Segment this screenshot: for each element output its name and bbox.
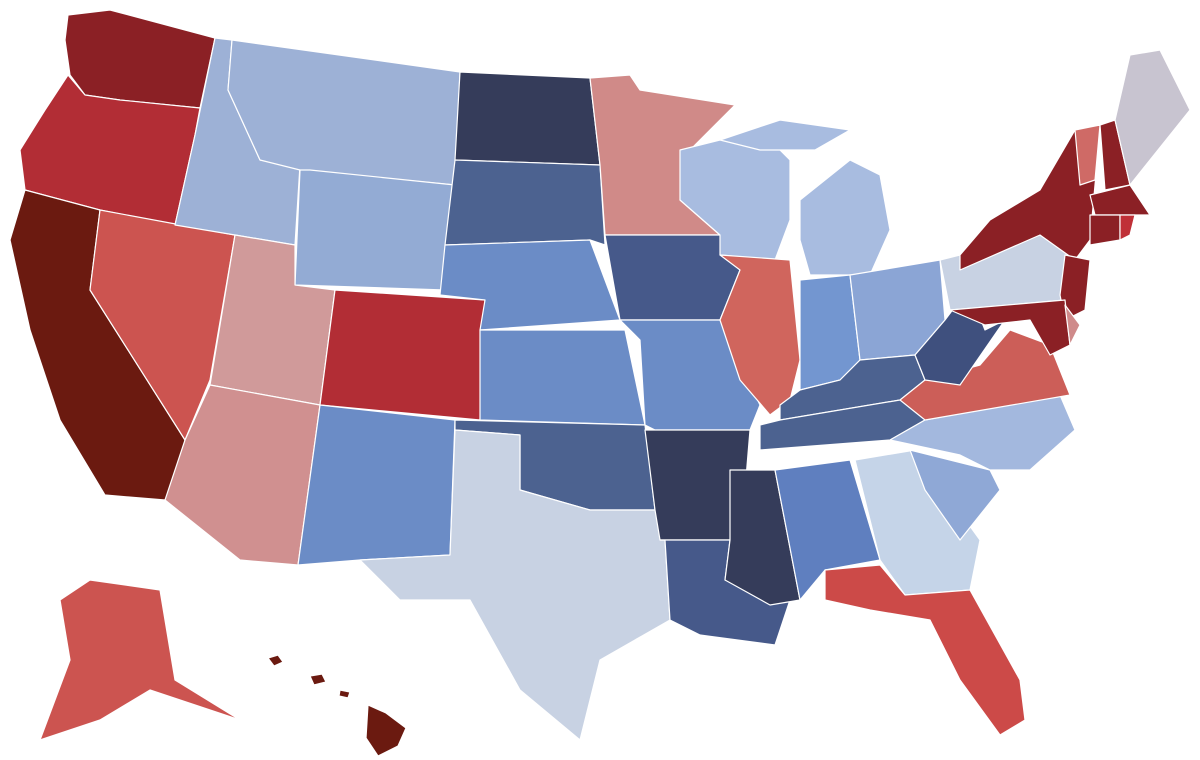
state [297,404,456,566]
state [949,299,1071,356]
state [444,159,606,246]
state [1089,184,1151,216]
state [1119,214,1136,241]
state [1089,214,1121,246]
state [1074,124,1101,186]
state [319,289,486,421]
state [799,159,891,276]
state [454,71,601,166]
state [1064,304,1081,346]
state [719,119,851,151]
state [294,169,456,291]
state [959,129,1101,271]
state [824,564,1026,736]
state [1059,254,1091,321]
state [359,429,671,741]
state [774,459,881,601]
state [1114,49,1191,186]
state [267,654,407,757]
state [914,299,1006,386]
state [719,254,801,416]
state [909,449,1001,541]
state [479,329,646,426]
state [64,9,216,109]
state [39,579,241,741]
